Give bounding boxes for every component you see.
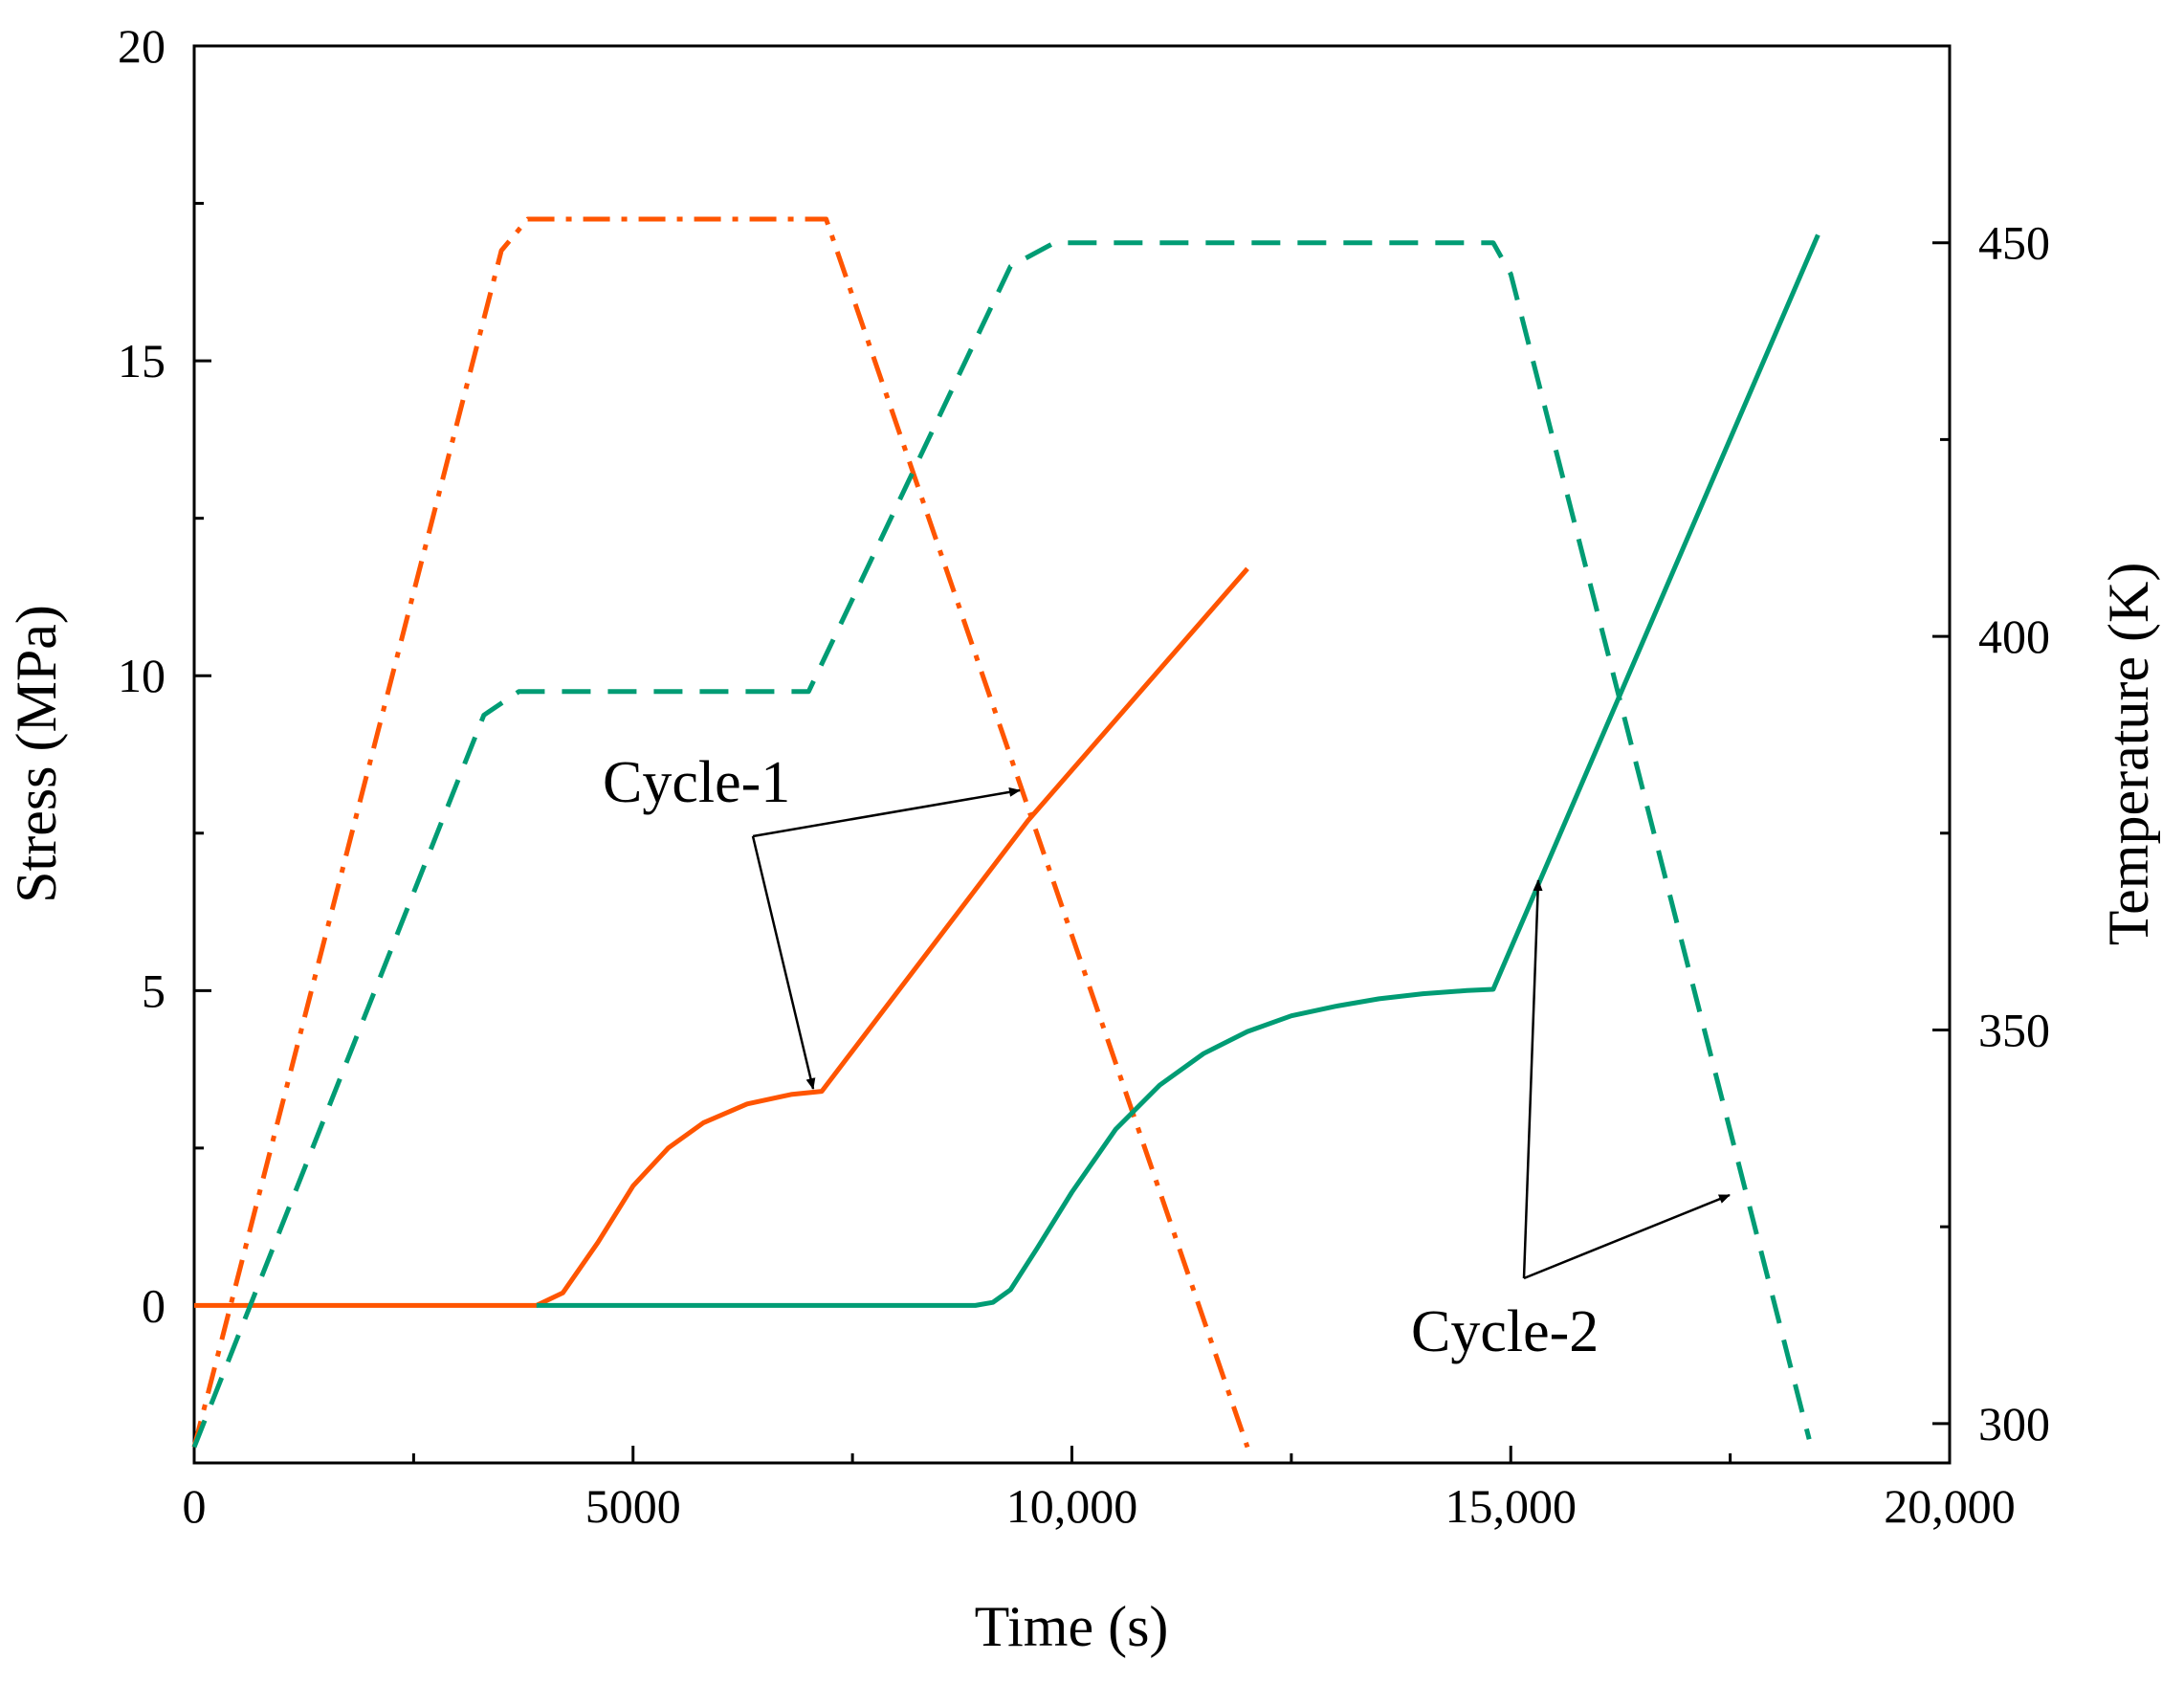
series-line-cycle-1-temperature — [191, 216, 1250, 1449]
annotation-cycle-2: Cycle-2 — [1411, 1299, 1599, 1364]
x-tick-label: 15,000 — [1445, 1479, 1577, 1533]
annotation-cycle-1: Cycle-1 — [603, 750, 790, 815]
arrow-cycle2-to-temperature — [1523, 1193, 1731, 1280]
axis-ticks: 0 5000 10,000 15,000 20,000 0 5 10 15 20 300 350 400… — [118, 19, 2050, 1533]
y-tick-label: 20 — [118, 19, 165, 73]
arrow-cycle1-to-temperature — [752, 786, 1021, 838]
series-line-cycle-2-temperature — [191, 240, 1812, 1449]
plot-frame — [192, 44, 1952, 1465]
y2-tick-label: 350 — [1978, 1003, 2050, 1056]
x-tick-label: 10,000 — [1006, 1479, 1138, 1533]
y-axis-title: Stress (MPa) — [5, 605, 68, 903]
series-layer — [191, 216, 1820, 1449]
y2-axis-title: Temperature (K) — [2097, 563, 2160, 946]
y-tick-label: 0 — [142, 1278, 165, 1332]
y2-tick-label: 300 — [1978, 1397, 2050, 1450]
arrow-cycle1-to-stress — [751, 835, 816, 1090]
y-tick-label: 5 — [142, 963, 165, 1017]
x-tick-label: 20,000 — [1884, 1479, 2016, 1533]
arrow-cycle2-to-stress — [1522, 879, 1543, 1279]
x-tick-label: 0 — [183, 1479, 207, 1533]
series-line-cycle-1-stress — [194, 566, 1249, 1308]
y2-tick-label: 450 — [1978, 216, 2050, 270]
series-line-cycle-2-stress — [536, 233, 1820, 1308]
y2-tick-label: 400 — [1978, 609, 2050, 663]
y-tick-label: 15 — [118, 334, 165, 388]
x-axis-title: Time (s) — [975, 1595, 1169, 1658]
y-tick-label: 10 — [118, 649, 165, 702]
x-tick-label: 5000 — [585, 1479, 681, 1533]
